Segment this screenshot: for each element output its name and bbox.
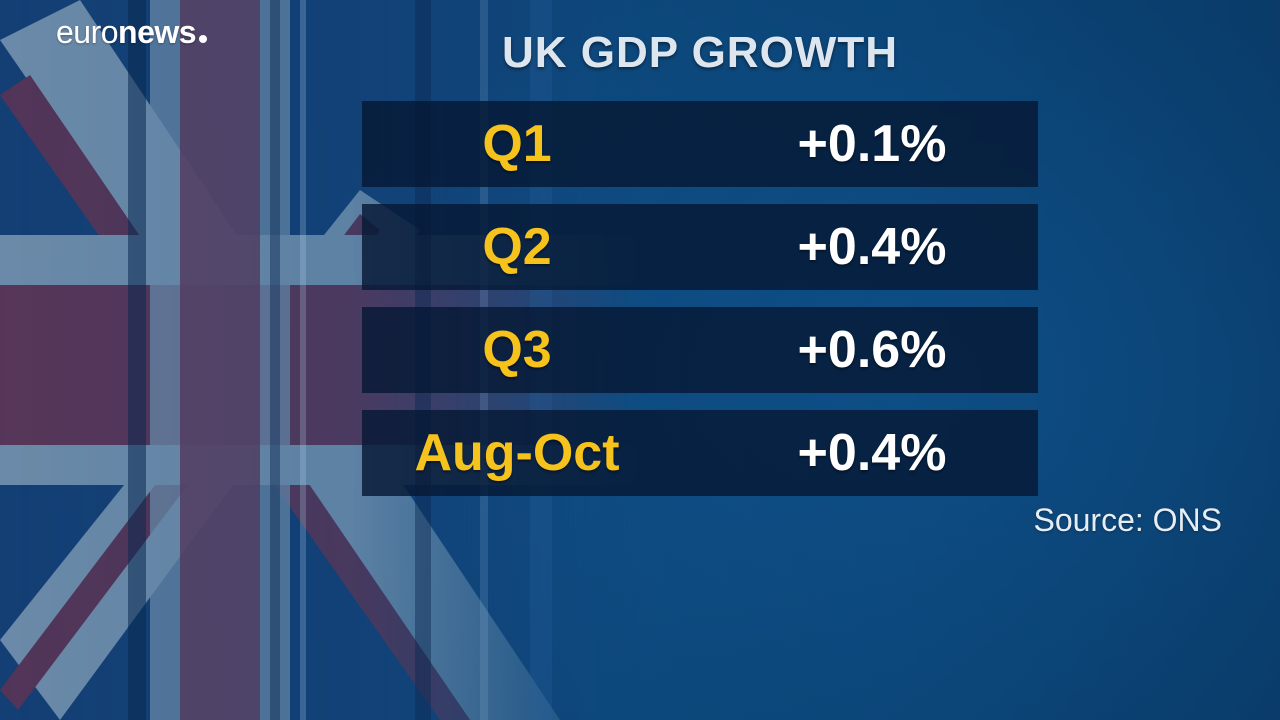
table-row: Q1 +0.1%: [362, 101, 1038, 187]
light-streak: [128, 0, 146, 720]
period-label: Aug-Oct: [414, 424, 620, 482]
table-row: Q3 +0.6%: [362, 307, 1038, 393]
table-row: Q2 +0.4%: [362, 204, 1038, 290]
light-streak: [270, 0, 280, 720]
growth-value: +0.4%: [797, 218, 947, 276]
light-streak: [300, 0, 306, 720]
growth-value: +0.4%: [797, 424, 947, 482]
logo-text-news: news: [118, 13, 197, 50]
source-note: Source: ONS: [1033, 502, 1222, 538]
growth-value: +0.6%: [797, 321, 947, 379]
logo-text-euro: euro: [56, 13, 119, 50]
chart-title: UK GDP GROWTH: [502, 28, 898, 77]
euronews-logo: euro news: [56, 10, 208, 54]
period-label: Q2: [482, 218, 552, 276]
logo-dot-icon: [199, 35, 208, 43]
growth-value: +0.1%: [797, 115, 947, 173]
period-label: Q3: [482, 321, 552, 379]
table-row: Aug-Oct +0.4%: [362, 410, 1038, 496]
period-label: Q1: [482, 115, 552, 173]
